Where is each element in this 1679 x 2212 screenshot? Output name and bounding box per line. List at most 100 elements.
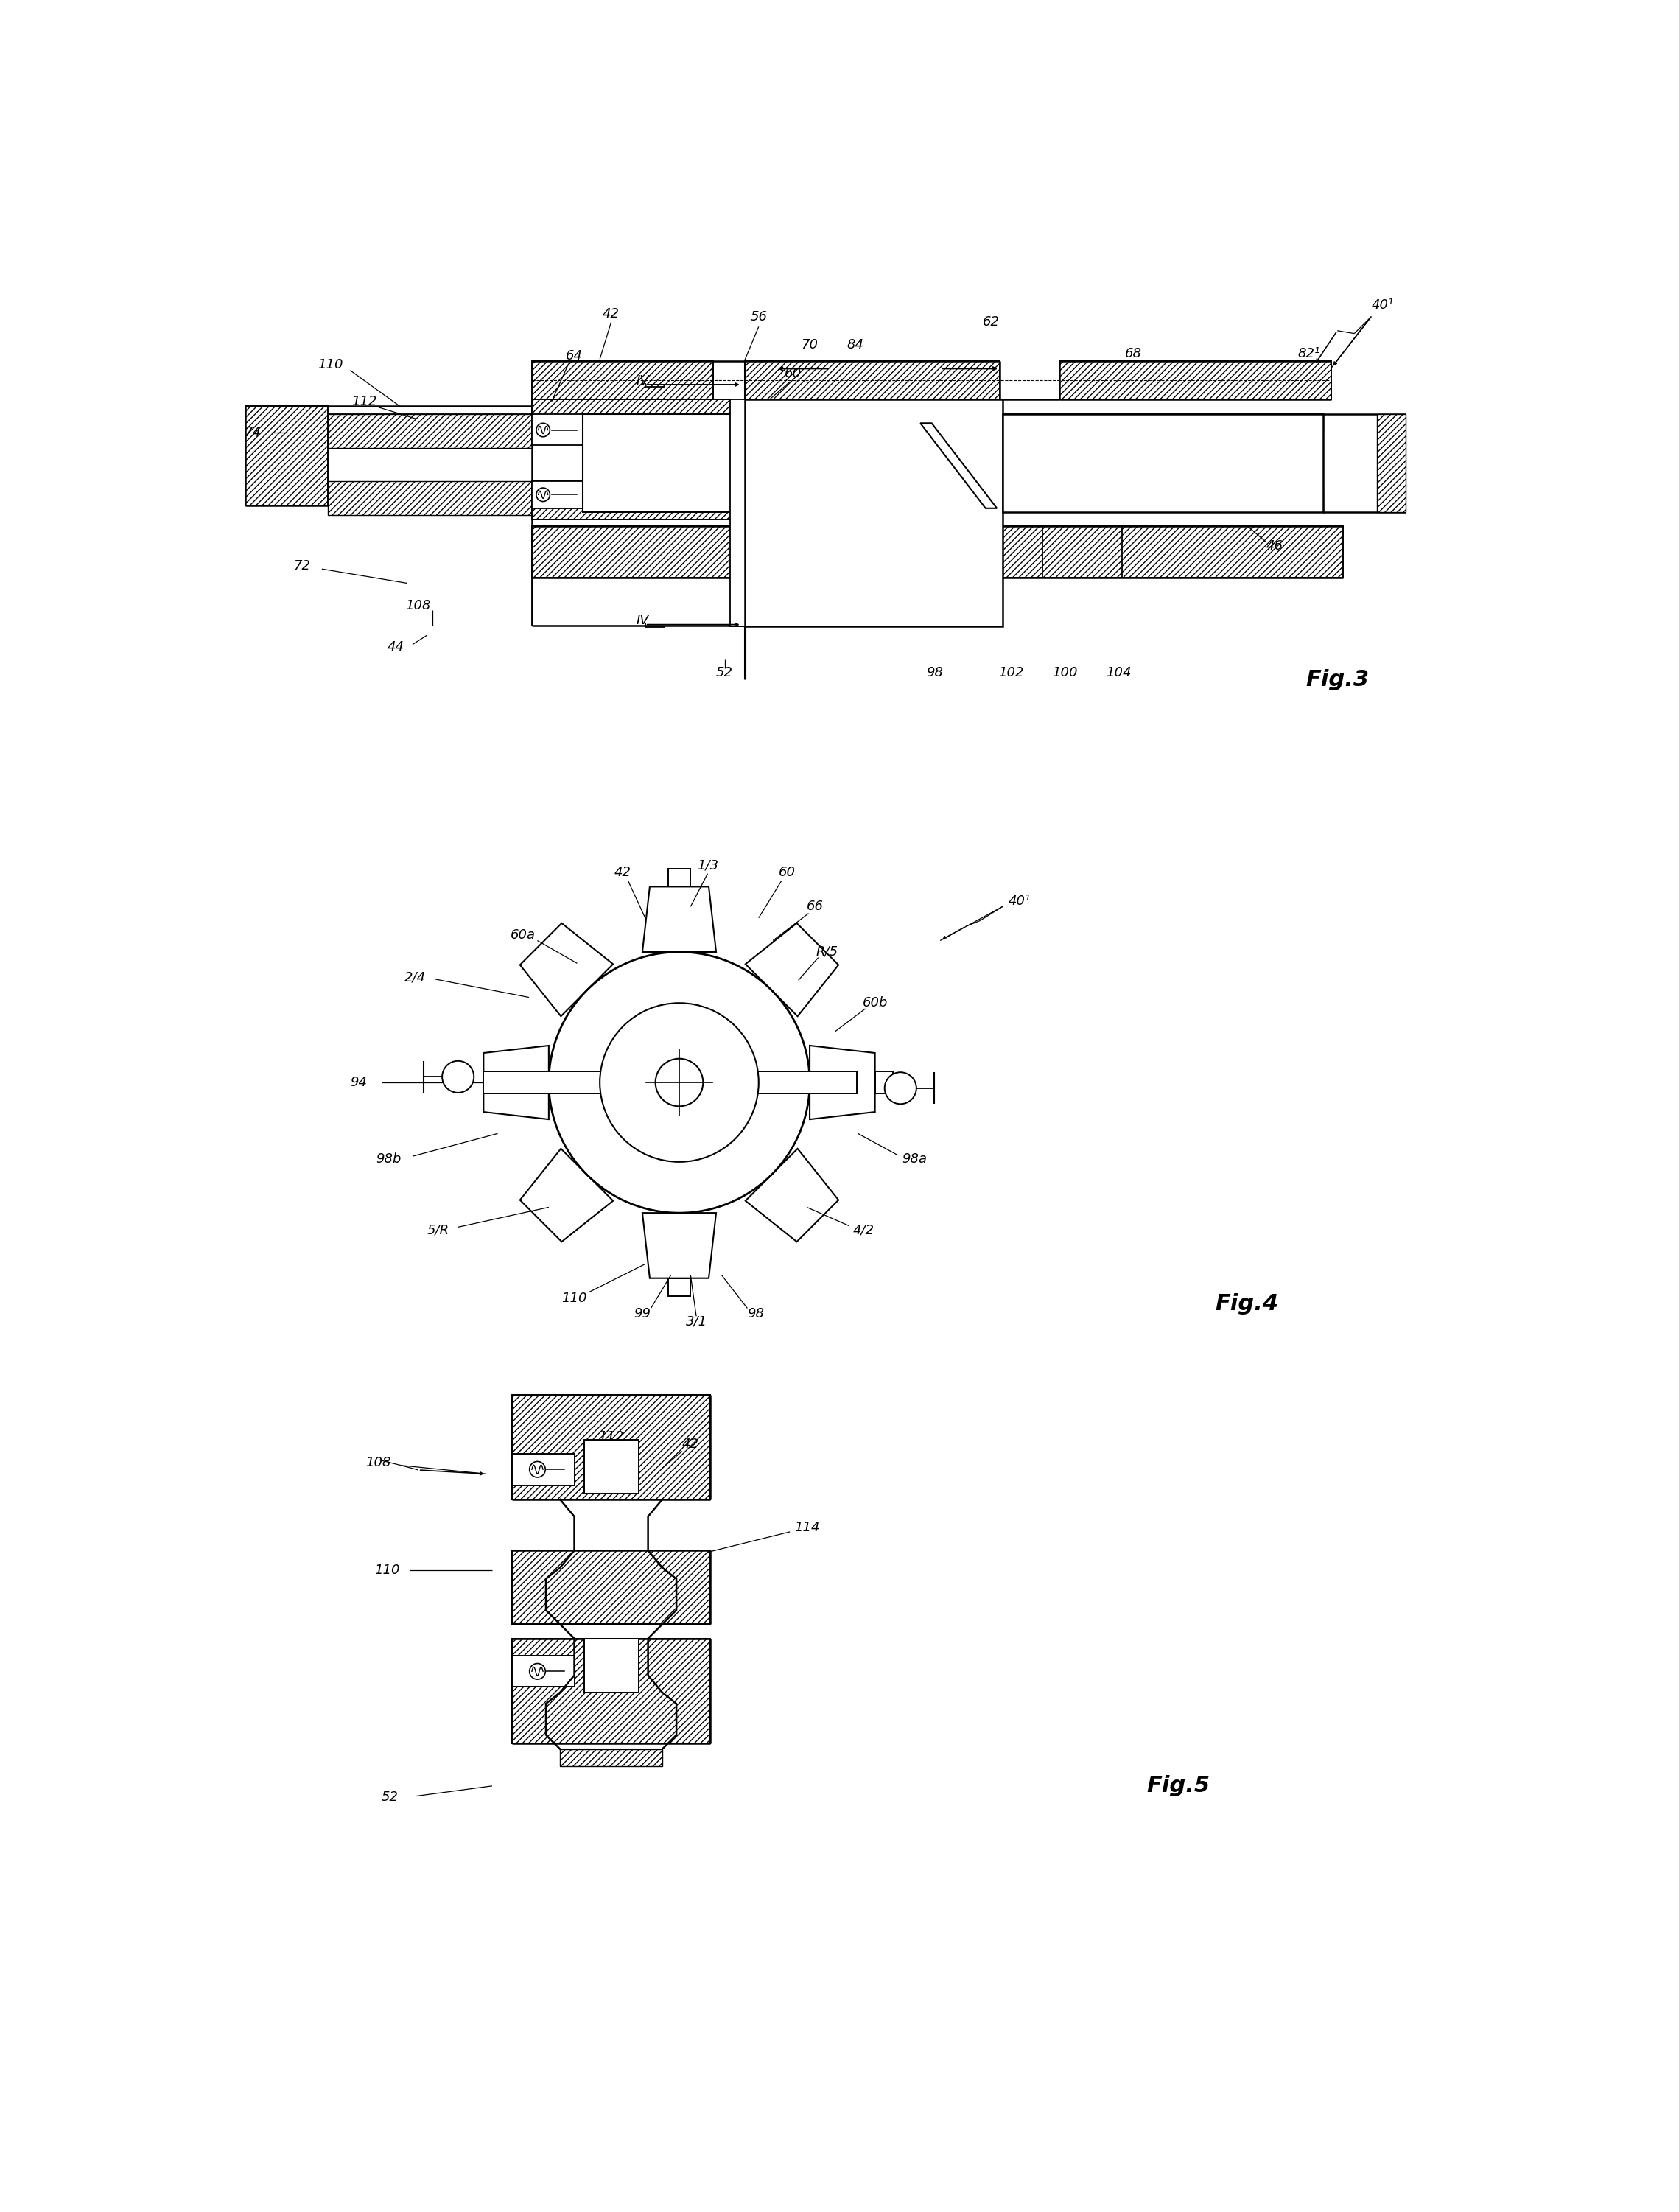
Bar — [1002, 414, 1323, 513]
Text: R/5: R/5 — [816, 945, 838, 958]
Text: 2/4: 2/4 — [405, 971, 426, 984]
Bar — [245, 407, 327, 504]
Text: 60b: 60b — [863, 995, 888, 1009]
Text: Fig.3: Fig.3 — [1306, 668, 1368, 690]
Text: 52: 52 — [717, 666, 734, 679]
Text: 1/3: 1/3 — [697, 858, 719, 872]
Text: 114: 114 — [794, 1522, 819, 1535]
Polygon shape — [484, 1071, 856, 1093]
Text: 64: 64 — [566, 349, 583, 363]
Text: 84: 84 — [846, 338, 863, 352]
Polygon shape — [643, 1212, 717, 1279]
Text: 110: 110 — [561, 1292, 588, 1305]
Text: 98b: 98b — [376, 1152, 401, 1166]
Polygon shape — [643, 887, 717, 951]
Bar — [532, 480, 583, 509]
Text: 60a: 60a — [510, 929, 536, 942]
Text: 46: 46 — [1266, 540, 1283, 553]
Text: 82¹: 82¹ — [1298, 347, 1320, 361]
Text: 62: 62 — [982, 316, 999, 330]
Circle shape — [442, 1062, 473, 1093]
Text: Fig.4: Fig.4 — [1216, 1294, 1278, 1314]
Text: 40¹: 40¹ — [1372, 299, 1394, 312]
Bar — [583, 414, 744, 513]
Text: 108: 108 — [366, 1455, 391, 1469]
Text: C: C — [668, 1128, 673, 1137]
Text: 98a: 98a — [902, 1152, 927, 1166]
Text: 3/1: 3/1 — [685, 1316, 707, 1329]
Text: 60: 60 — [779, 865, 796, 878]
Text: 100: 100 — [1053, 666, 1078, 679]
Text: 42: 42 — [615, 865, 631, 878]
Text: 110: 110 — [317, 358, 343, 372]
Bar — [512, 1453, 574, 1484]
Text: 44: 44 — [388, 639, 405, 653]
Bar — [327, 480, 532, 515]
Text: 40¹: 40¹ — [1009, 894, 1031, 907]
Text: 98: 98 — [927, 666, 944, 679]
Bar — [730, 400, 759, 626]
Bar — [532, 361, 714, 400]
Text: 72: 72 — [294, 560, 311, 573]
Text: 99: 99 — [635, 1307, 651, 1321]
Bar — [744, 480, 1002, 513]
Text: Fig.5: Fig.5 — [1147, 1776, 1211, 1796]
Bar — [532, 480, 744, 520]
Bar — [584, 1639, 638, 1692]
Bar — [532, 400, 744, 438]
Polygon shape — [920, 422, 997, 509]
Text: 108: 108 — [406, 599, 432, 613]
Text: 52: 52 — [381, 1792, 398, 1805]
Text: 112: 112 — [598, 1431, 625, 1444]
Text: 42: 42 — [603, 307, 620, 321]
Text: 104: 104 — [1106, 666, 1132, 679]
Text: 5: 5 — [633, 1053, 638, 1060]
Text: 102: 102 — [999, 666, 1024, 679]
Text: 98: 98 — [747, 1307, 764, 1321]
Text: C: C — [720, 1104, 725, 1113]
Bar — [1002, 480, 1323, 513]
Text: 66: 66 — [808, 900, 824, 914]
Polygon shape — [809, 1046, 875, 1119]
Text: 112: 112 — [351, 396, 378, 409]
Bar — [744, 414, 1002, 445]
Bar — [1002, 414, 1323, 445]
Text: 110: 110 — [374, 1564, 400, 1577]
Polygon shape — [520, 1148, 613, 1241]
Bar — [1377, 414, 1405, 513]
Text: IV: IV — [636, 615, 648, 628]
Text: 4/2: 4/2 — [853, 1223, 875, 1237]
Bar — [512, 1394, 710, 1500]
Text: 74: 74 — [243, 427, 262, 440]
Bar — [1059, 361, 1331, 400]
Text: R: R — [628, 1097, 633, 1104]
Text: 5/R: 5/R — [426, 1223, 450, 1237]
Text: 68: 68 — [1125, 347, 1142, 361]
Polygon shape — [745, 1148, 838, 1241]
Bar — [327, 414, 532, 449]
Text: IV: IV — [636, 374, 648, 387]
Bar — [744, 361, 999, 400]
Polygon shape — [484, 1046, 549, 1119]
Bar — [561, 1750, 662, 1765]
Text: 70: 70 — [801, 338, 818, 352]
Text: 42: 42 — [682, 1438, 698, 1451]
Circle shape — [885, 1073, 917, 1104]
Text: J: J — [687, 1029, 688, 1035]
Text: 60: 60 — [784, 367, 801, 380]
Polygon shape — [745, 922, 838, 1015]
Bar — [744, 400, 1002, 626]
Circle shape — [655, 1060, 704, 1106]
Bar — [584, 1440, 638, 1493]
Circle shape — [549, 951, 809, 1212]
Bar — [583, 414, 744, 445]
Circle shape — [599, 1002, 759, 1161]
Bar — [512, 1639, 710, 1743]
Bar — [532, 526, 1343, 577]
Bar — [512, 1551, 710, 1624]
Polygon shape — [668, 1279, 690, 1296]
Polygon shape — [875, 1071, 893, 1093]
Text: 94: 94 — [351, 1075, 368, 1088]
Bar — [532, 414, 583, 445]
Polygon shape — [520, 922, 613, 1015]
